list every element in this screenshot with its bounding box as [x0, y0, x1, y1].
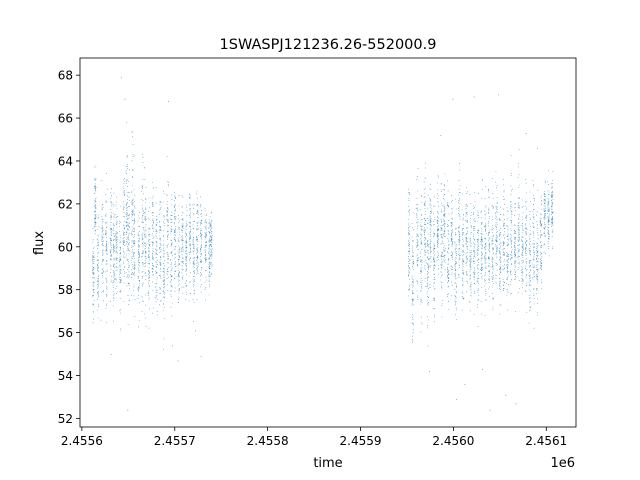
- x-tick-label: 2.4561: [525, 434, 567, 448]
- plot-frame: [79, 57, 577, 428]
- y-tick-label: 58: [58, 283, 73, 297]
- y-tick-label: 54: [58, 369, 73, 383]
- y-tick-label: 56: [58, 326, 73, 340]
- x-tick-label: 2.4559: [340, 434, 382, 448]
- chart-title: 1SWASPJ121236.26-552000.9: [220, 37, 437, 53]
- y-tick-label: 64: [58, 154, 73, 168]
- y-axis-label: flux: [32, 231, 47, 255]
- x-axis-label: time: [313, 456, 342, 471]
- x-tick-label: 2.4557: [154, 434, 196, 448]
- x-tick-label: 2.4556: [61, 434, 103, 448]
- y-tick-label: 62: [58, 197, 73, 211]
- x-tick-label: 2.4560: [432, 434, 474, 448]
- y-tick-label: 52: [58, 412, 73, 426]
- x-axis-ticks: 2.4556 2.4557 2.4558 2.4559 2.4560 2.4561: [61, 427, 567, 448]
- x-tick-label: 2.4558: [247, 434, 289, 448]
- x-axis-offset-label: 1e6: [550, 456, 575, 471]
- y-tick-label: 60: [58, 240, 73, 254]
- y-axis-ticks: 52 54 56 58 60 62 64 66 68: [58, 69, 80, 426]
- plot-area: [80, 58, 576, 427]
- y-tick-label: 66: [58, 112, 73, 126]
- y-tick-label: 68: [58, 69, 73, 83]
